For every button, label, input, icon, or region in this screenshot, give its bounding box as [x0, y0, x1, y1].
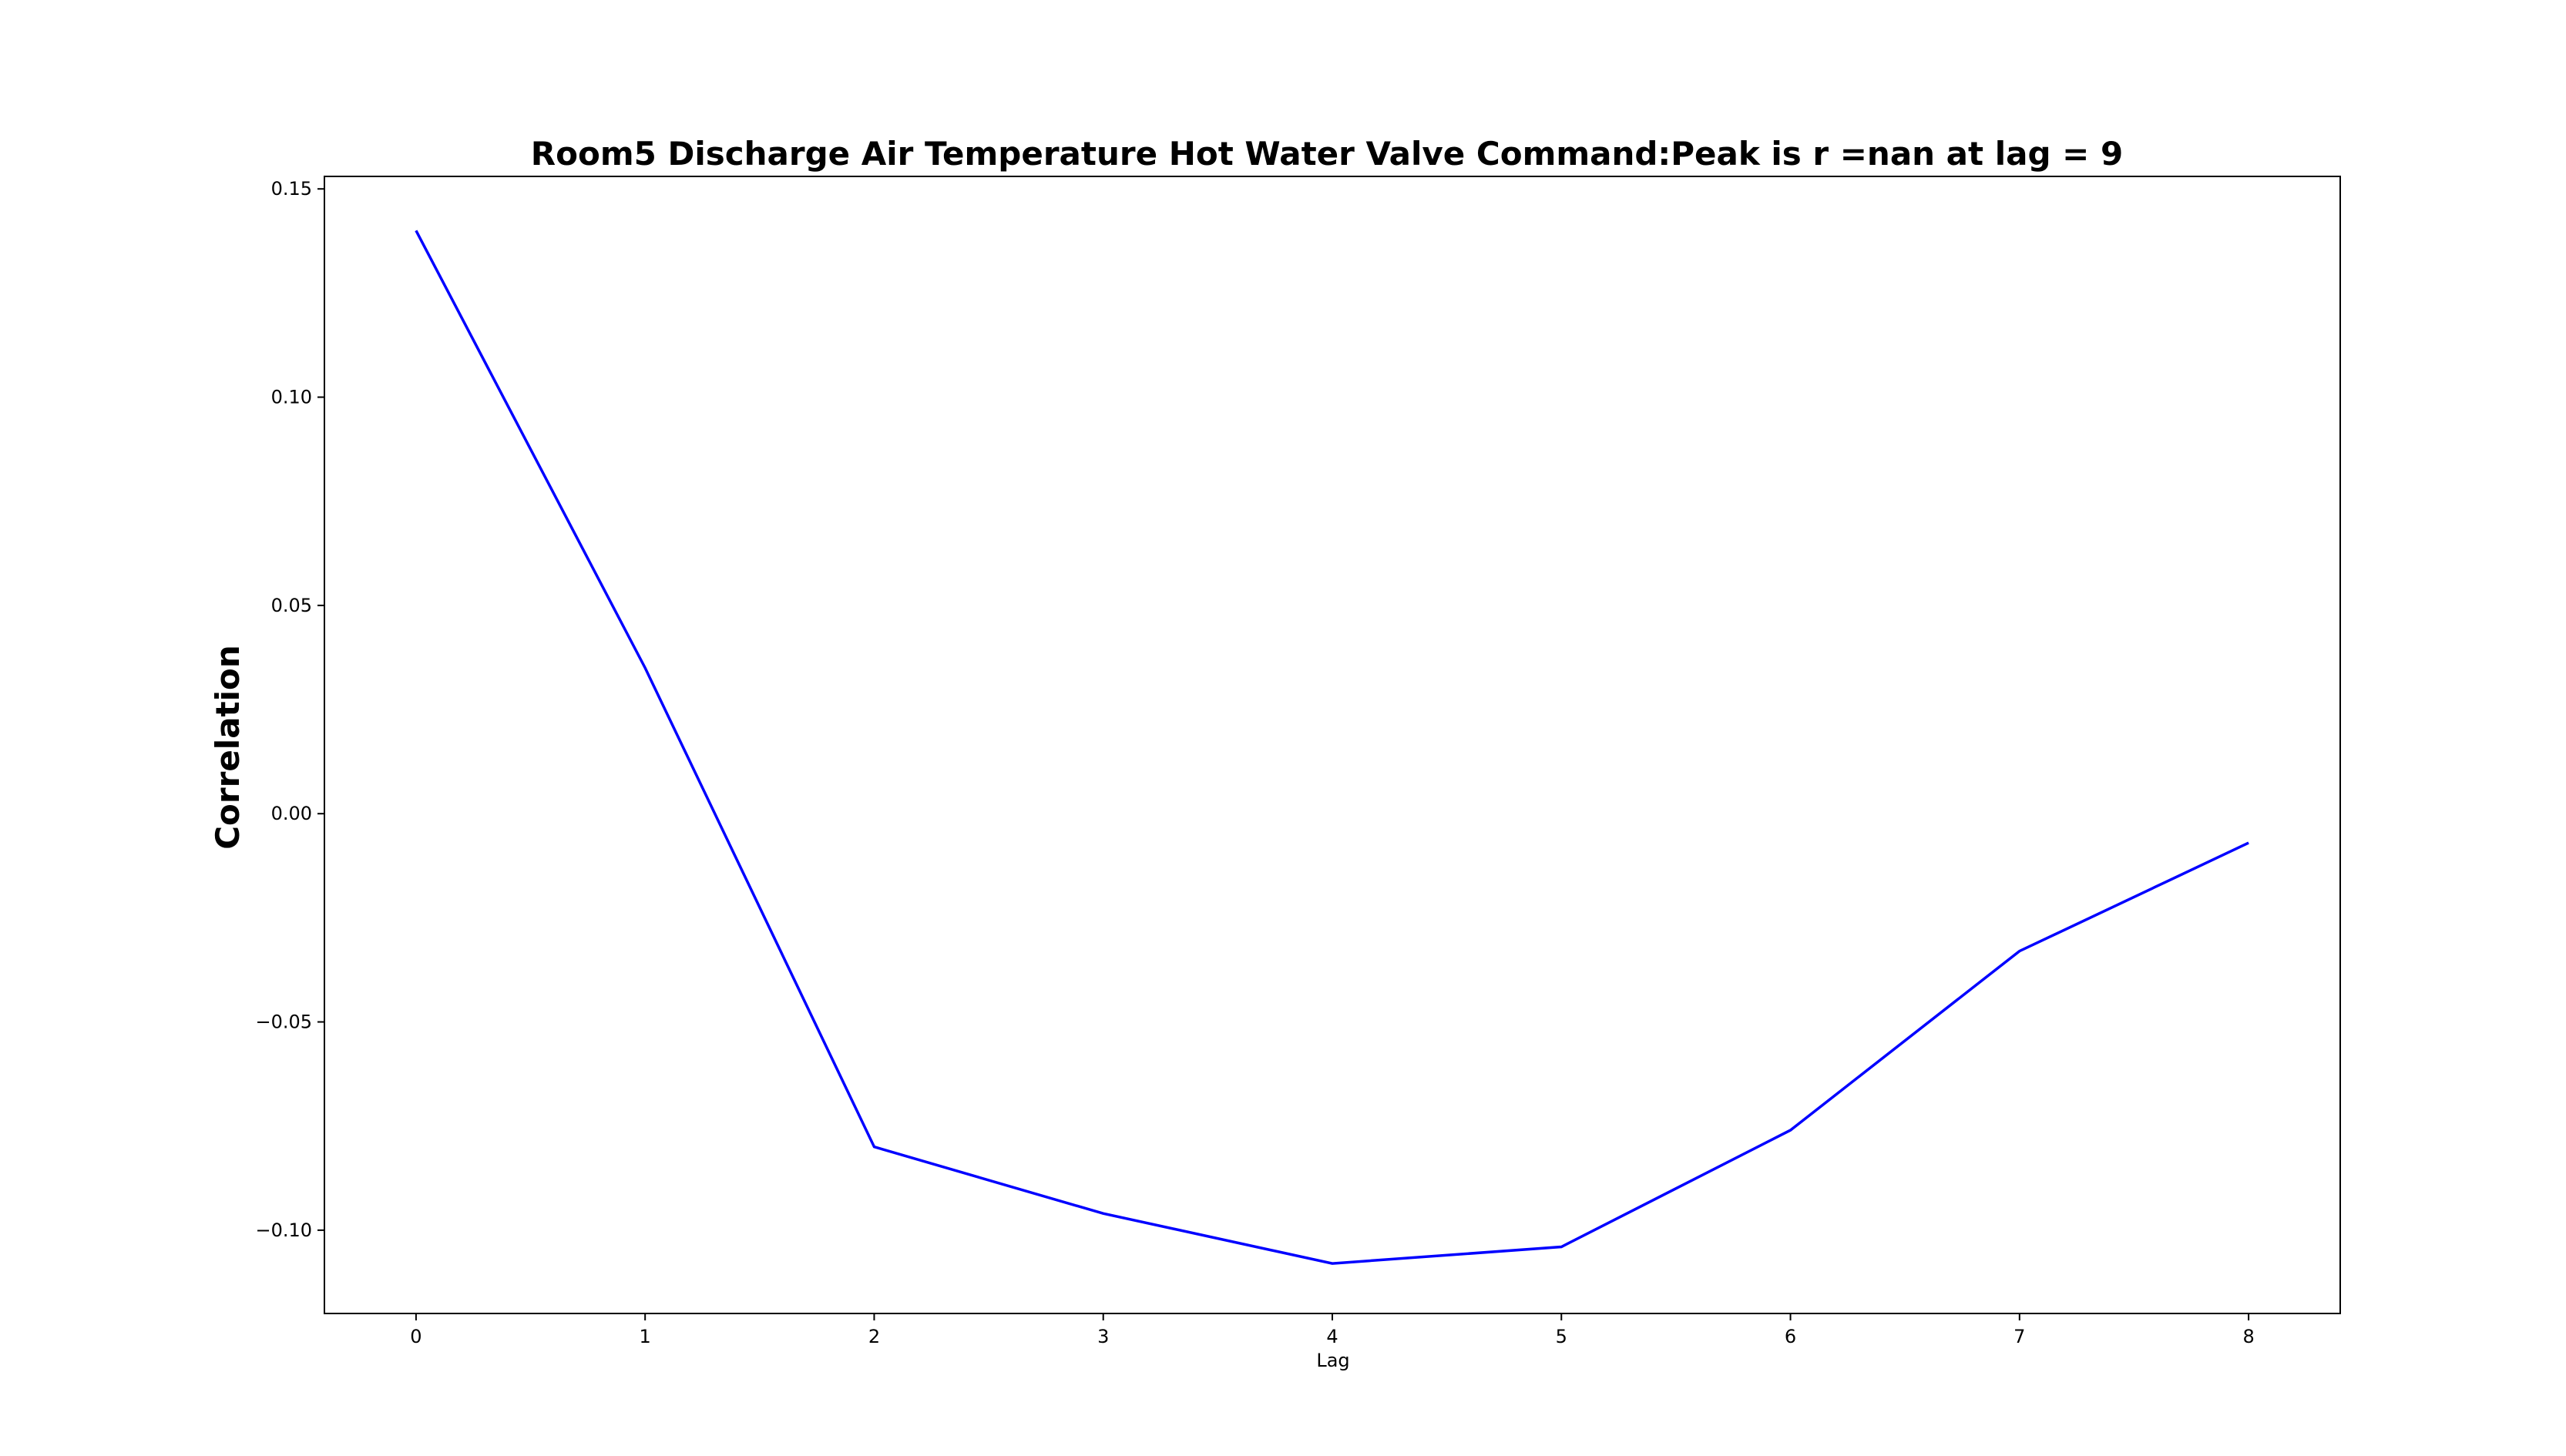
x-tick-label: 4: [1326, 1326, 1338, 1347]
y-tick-label: 0.10: [271, 387, 312, 408]
chart-title: Room5 Discharge Air Temperature Hot Wate…: [531, 135, 2123, 173]
y-tick-label: −0.10: [255, 1219, 312, 1241]
x-tick-label: 2: [868, 1326, 880, 1347]
y-tick-label: 0.05: [271, 595, 312, 616]
x-tick-label: 1: [640, 1326, 651, 1347]
x-tick-label: 0: [410, 1326, 422, 1347]
x-tick-label: 3: [1097, 1326, 1109, 1347]
y-tick-label: 0.15: [271, 178, 312, 200]
x-tick-label: 6: [1785, 1326, 1796, 1347]
y-axis-label: Correlation: [209, 645, 247, 850]
x-axis-label: Lag: [1316, 1350, 1349, 1371]
series-line-0: [415, 230, 2249, 1265]
y-tick-label: −0.05: [255, 1011, 312, 1033]
x-tick-label: 8: [2242, 1326, 2254, 1347]
y-tick-label: 0.00: [271, 803, 312, 824]
x-tick-label: 7: [2014, 1326, 2025, 1347]
plot-area: 0 1 2 3 4 5 6 7 8 0.15 0.10 0.05 0.00 −0.05 −0.10: [255, 176, 2341, 1347]
x-tick-label: 5: [1556, 1326, 1567, 1347]
